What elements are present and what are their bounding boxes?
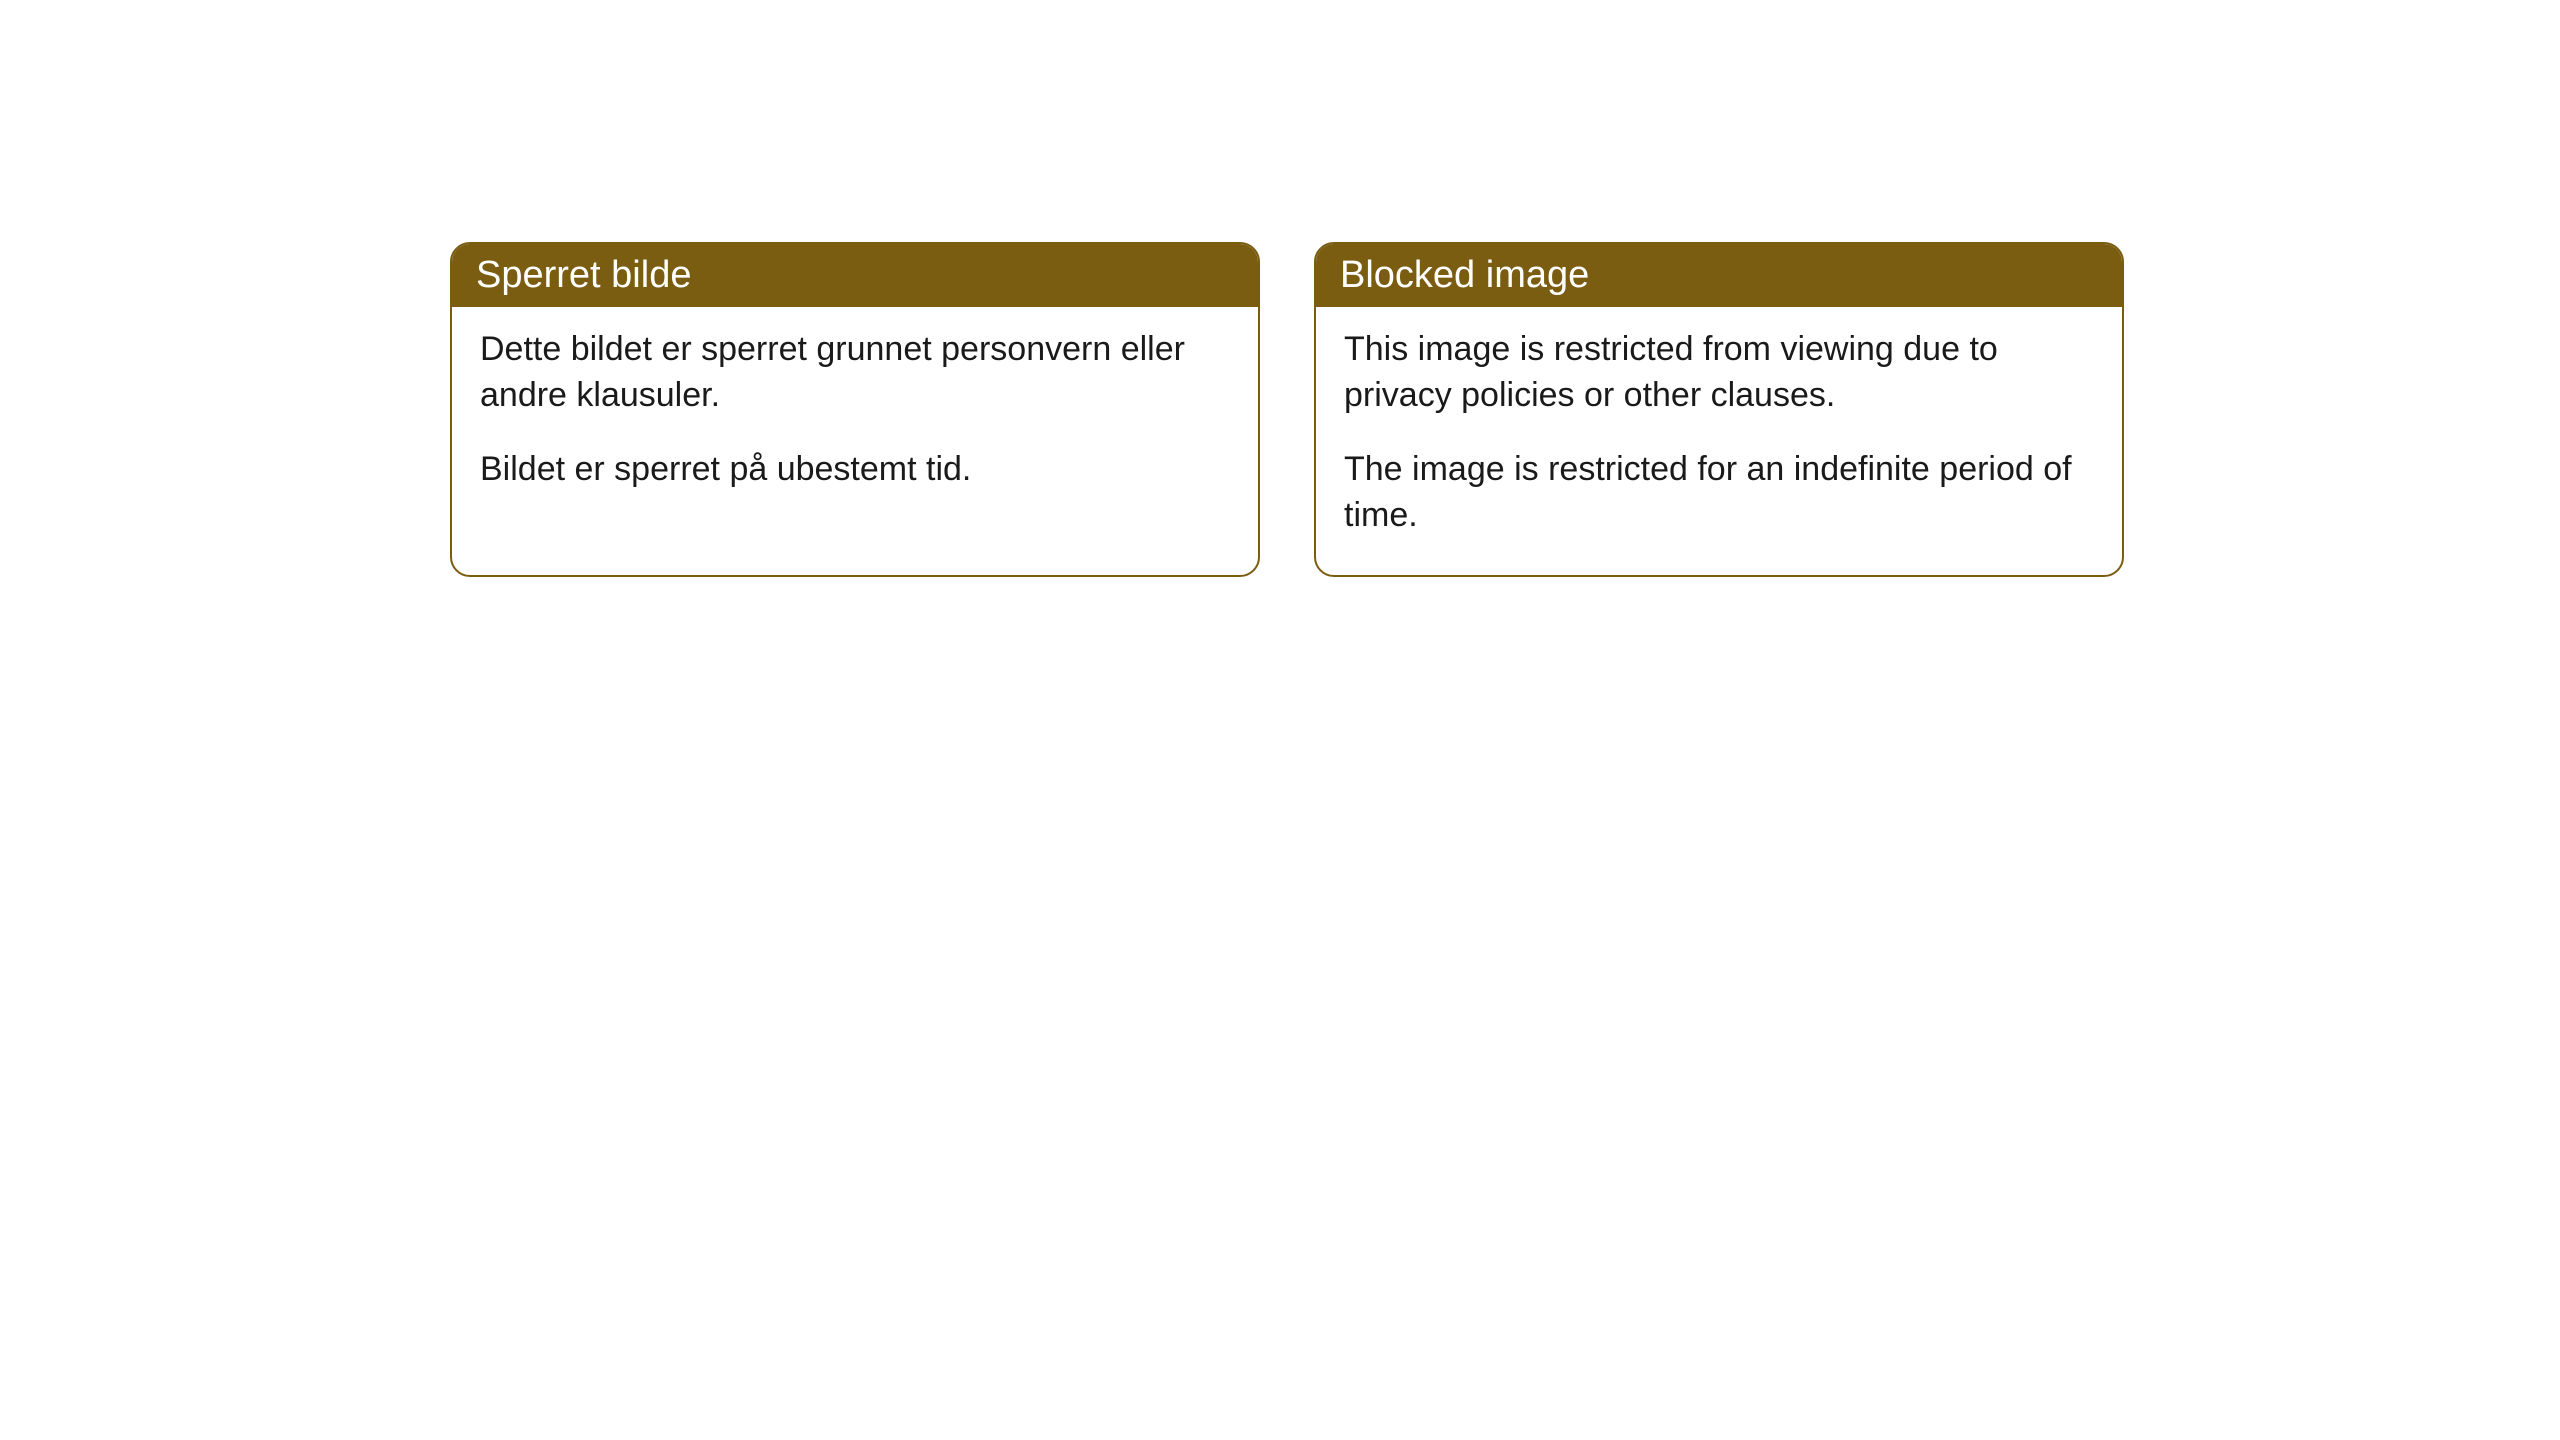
card-body: This image is restricted from viewing du… — [1316, 307, 2122, 575]
card-paragraph: This image is restricted from viewing du… — [1344, 327, 2094, 419]
card-body: Dette bildet er sperret grunnet personve… — [452, 307, 1258, 529]
card-paragraph: Dette bildet er sperret grunnet personve… — [480, 327, 1230, 419]
card-paragraph: The image is restricted for an indefinit… — [1344, 447, 2094, 539]
card-paragraph: Bildet er sperret på ubestemt tid. — [480, 447, 1230, 493]
notice-card-english: Blocked image This image is restricted f… — [1314, 242, 2124, 577]
notice-cards-container: Sperret bilde Dette bildet er sperret gr… — [450, 242, 2124, 577]
card-header: Sperret bilde — [452, 244, 1258, 307]
notice-card-norwegian: Sperret bilde Dette bildet er sperret gr… — [450, 242, 1260, 577]
card-header: Blocked image — [1316, 244, 2122, 307]
